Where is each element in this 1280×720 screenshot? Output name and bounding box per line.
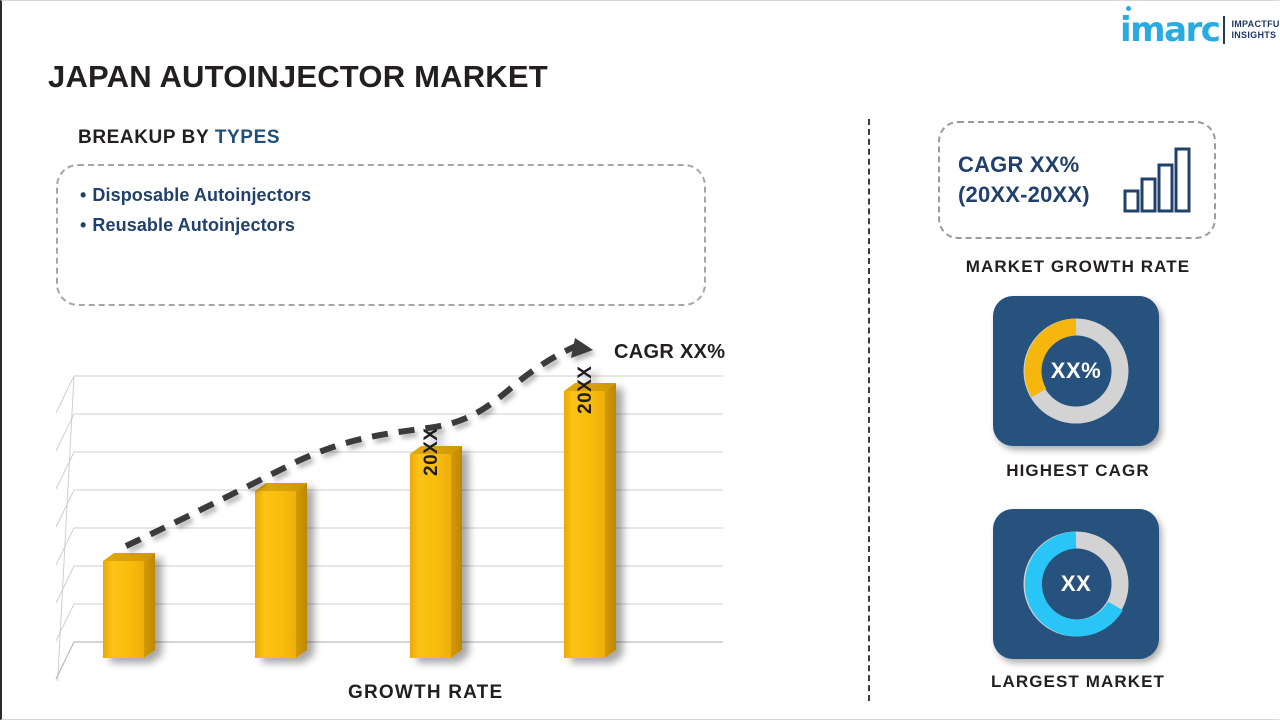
cagr-card-line2: (20XX-20XX) [958,182,1090,207]
bullet-icon: • [80,185,87,205]
highest-cagr-value: XX% [1050,358,1102,383]
largest-market-value: XX [1060,571,1092,596]
subtitle-prefix: BREAKUP BY [78,127,215,148]
vertical-divider [868,119,870,701]
trend-line [124,338,593,549]
list-item: • Disposable Autoinjectors [80,180,682,210]
bar-value-label: 20XX [575,366,596,414]
largest-market-tile: XX [993,509,1159,659]
logo-tagline: IMPACTFUL INSIGHTS [1231,19,1280,41]
chart-baseline [55,641,723,680]
page-title: JAPAN AUTOINJECTOR MARKET [48,59,548,94]
logo-dot-icon [1126,6,1131,11]
trend-arrow-icon [571,338,593,358]
chart-cagr-annotation: CAGR XX% [614,341,726,363]
subtitle-highlight: TYPES [214,127,281,148]
list-item: • Reusable Autoinjectors [80,210,682,240]
bar-value-label: 20XX [421,428,442,476]
logo-text: imarc [1120,10,1221,50]
market-growth-rate-caption: MARKET GROWTH RATE [965,257,1191,276]
chart-bar [103,553,155,658]
logo-tagline-line2: INSIGHTS [1231,30,1277,40]
imarc-logo: imarc IMPACTFUL INSIGHTS [1120,6,1280,50]
cagr-card-text: CAGR XX% (20XX-20XX) [958,150,1090,210]
chart-x-axis-label: GROWTH RATE [348,682,504,703]
bar-chart-icon [1122,141,1196,220]
list-item-label: Disposable Autoinjectors [92,185,312,205]
growth-rate-bar-chart: 20XX 20XX [48,336,748,706]
highest-cagr-tile: XX% [993,296,1159,446]
chart-bar: 20XX [410,428,462,658]
section-subtitle: BREAKUP BY TYPES [78,127,280,149]
chart-svg: 20XX 20XX [55,338,723,681]
chart-bar: 20XX [564,366,616,658]
market-growth-rate-card: CAGR XX% (20XX-20XX) [938,121,1216,239]
chart-bar [255,483,307,658]
list-item-label: Reusable Autoinjectors [92,215,295,235]
logo-wordmark: imarc [1120,6,1221,50]
cagr-card-line1: CAGR XX% [958,152,1080,177]
logo-tagline-line1: IMPACTFUL [1231,19,1280,29]
logo-divider [1223,16,1226,44]
bullet-icon: • [80,215,87,235]
largest-market-caption: LARGEST MARKET [990,672,1166,691]
highest-cagr-caption: HIGHEST CAGR [1006,461,1150,480]
donut-chart-market [1023,531,1129,637]
donut-chart-cagr [1023,318,1129,424]
breakup-types-box: • Disposable Autoinjectors • Reusable Auto… [56,164,706,306]
